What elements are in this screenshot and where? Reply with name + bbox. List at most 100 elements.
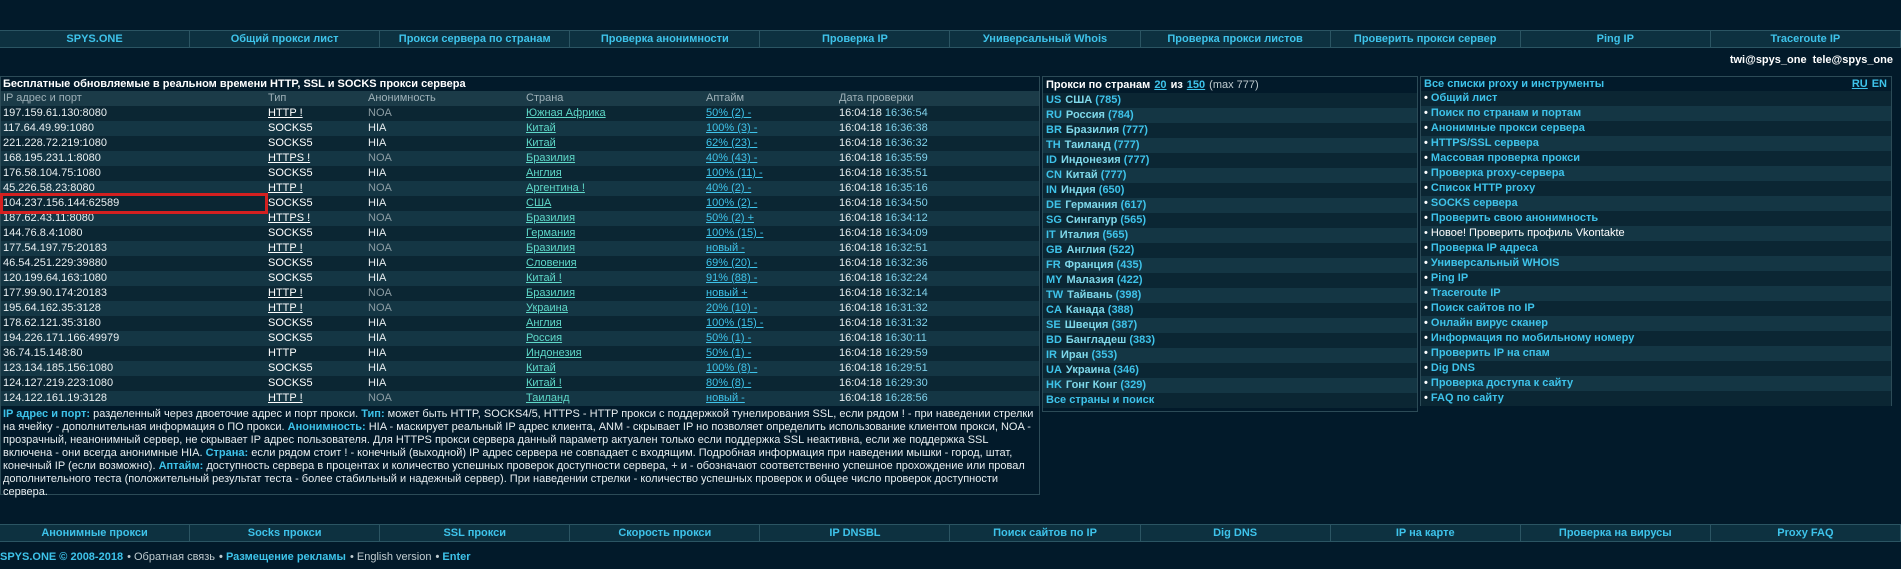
country-item[interactable]: IN Индия (650) xyxy=(1043,183,1417,198)
language[interactable]: RU xyxy=(1851,78,1868,90)
nav-link[interactable]: SSL прокси xyxy=(380,525,571,541)
country-item[interactable]: GB Англия (522) xyxy=(1043,243,1417,258)
country-link[interactable]: Южная Африка xyxy=(526,107,606,119)
uptime-link[interactable]: 80% (8) - xyxy=(706,377,752,389)
type-text[interactable]: SOCKS5 xyxy=(268,332,313,344)
country-link[interactable]: Бразилия xyxy=(526,152,576,164)
nav-link[interactable]: Traceroute IP xyxy=(1711,31,1901,47)
type-text[interactable]: HTTP xyxy=(268,347,297,359)
country-item[interactable]: SE Швеция (387) xyxy=(1043,318,1417,333)
country-item[interactable]: SG Сингапур (565) xyxy=(1043,213,1417,228)
country-link[interactable]: Индонезия xyxy=(526,347,582,359)
type-text[interactable]: HTTP ! xyxy=(268,107,303,119)
tool-link[interactable]: Traceroute IP xyxy=(1421,286,1891,301)
nav-link[interactable]: Скорость прокси xyxy=(570,525,761,541)
type-text[interactable]: HTTP ! xyxy=(268,302,303,314)
country-item[interactable]: ID Индонезия (777) xyxy=(1043,153,1417,168)
tool-link[interactable]: Анонимные прокси сервера xyxy=(1421,121,1891,136)
country-link[interactable]: Украина xyxy=(526,302,568,314)
country-link[interactable]: Китай xyxy=(526,122,556,134)
nav-link[interactable]: Проверка прокси листов xyxy=(1141,31,1331,47)
nav-link[interactable]: Универсальный Whois xyxy=(950,31,1141,47)
uptime-link[interactable]: 50% (2) - xyxy=(706,107,752,119)
type-text[interactable]: SOCKS5 xyxy=(268,197,313,209)
nav-link[interactable]: Проверка на вирусы xyxy=(1521,525,1711,541)
country-item[interactable]: CN Китай (777) xyxy=(1043,168,1417,183)
country-item[interactable]: HK Гонг Конг (329) xyxy=(1043,378,1417,393)
uptime-link[interactable]: 100% (15) - xyxy=(706,227,764,239)
tool-link[interactable]: Новое! Проверить профиль Vkontakte xyxy=(1421,226,1891,241)
type-text[interactable]: HTTP ! xyxy=(268,242,303,254)
uptime-link[interactable]: 100% (2) - xyxy=(706,197,758,209)
footer-item[interactable]: English version xyxy=(350,551,432,563)
tool-link[interactable]: FAQ по сайту xyxy=(1421,391,1891,406)
country-link[interactable]: Китай xyxy=(526,137,556,149)
nav-link[interactable]: Proxy FAQ xyxy=(1711,525,1901,541)
contact[interactable]: twi@spys_one xyxy=(1729,54,1807,66)
all-countries-link[interactable]: Все страны и поиск xyxy=(1043,393,1417,408)
country-item[interactable]: TW Тайвань (398) xyxy=(1043,288,1417,303)
uptime-link[interactable]: 50% (1) - xyxy=(706,332,752,344)
country-item[interactable]: DE Германия (617) xyxy=(1043,198,1417,213)
country-link[interactable]: Словения xyxy=(526,257,577,269)
uptime-link[interactable]: 40% (2) - xyxy=(706,182,752,194)
type-text[interactable]: HTTP ! xyxy=(268,287,303,299)
tool-link[interactable]: Универсальный WHOIS xyxy=(1421,256,1891,271)
type-text[interactable]: SOCKS5 xyxy=(268,362,313,374)
country-link[interactable]: Китай ! xyxy=(526,377,562,389)
country-link[interactable]: Бразилия xyxy=(526,212,576,224)
type-text[interactable]: HTTPS ! xyxy=(268,212,311,224)
nav-link[interactable]: SPYS.ONE xyxy=(0,31,191,47)
uptime-link[interactable]: 91% (88) - xyxy=(706,272,758,284)
footer-item[interactable]: Размещение рекламы xyxy=(219,551,346,563)
footer-item[interactable]: Обратная связь xyxy=(127,551,215,563)
country-item[interactable]: CA Канада (388) xyxy=(1043,303,1417,318)
tool-link[interactable]: SOCKS сервера xyxy=(1421,196,1891,211)
nav-link[interactable]: Проверка IP xyxy=(760,31,951,47)
tool-link[interactable]: Dig DNS xyxy=(1421,361,1891,376)
footer-item[interactable]: Enter xyxy=(435,551,470,563)
language[interactable]: EN xyxy=(1871,78,1887,90)
type-text[interactable]: HTTP ! xyxy=(268,392,303,404)
nav-link[interactable]: Dig DNS xyxy=(1141,525,1331,541)
tool-link[interactable]: Проверить свою анонимность xyxy=(1421,211,1891,226)
country-link[interactable]: Англия xyxy=(526,317,562,329)
tool-link[interactable]: Проверка IP адреса xyxy=(1421,241,1891,256)
tool-link[interactable]: HTTPS/SSL сервера xyxy=(1421,136,1891,151)
type-text[interactable]: SOCKS5 xyxy=(268,257,313,269)
uptime-link[interactable]: 50% (2) + xyxy=(706,212,754,224)
uptime-link[interactable]: 100% (11) - xyxy=(706,167,763,179)
uptime-link[interactable]: 100% (8) - xyxy=(706,362,758,374)
nav-link[interactable]: IP DNSBL xyxy=(760,525,951,541)
country-item[interactable]: FR Франция (435) xyxy=(1043,258,1417,273)
contact[interactable]: tele@spys_one xyxy=(1812,54,1893,66)
uptime-link[interactable]: 50% (1) - xyxy=(706,347,752,359)
tool-link[interactable]: Информация по мобильному номеру xyxy=(1421,331,1891,346)
nav-link[interactable]: Socks прокси xyxy=(190,525,381,541)
footer-item[interactable]: SPYS.ONE © 2008-2018 xyxy=(0,551,124,563)
tool-link[interactable]: Ping IP xyxy=(1421,271,1891,286)
uptime-link[interactable]: 100% (15) - xyxy=(706,317,764,329)
type-text[interactable]: SOCKS5 xyxy=(268,272,313,284)
uptime-link[interactable]: новый - xyxy=(706,392,745,404)
country-link[interactable]: Китай xyxy=(526,362,556,374)
uptime-link[interactable]: 20% (10) - xyxy=(706,302,758,314)
type-text[interactable]: SOCKS5 xyxy=(268,317,313,329)
tool-link[interactable]: Проверить IP на спам xyxy=(1421,346,1891,361)
tool-link[interactable]: Поиск по странам и портам xyxy=(1421,106,1891,121)
nav-link[interactable]: Поиск сайтов по IP xyxy=(950,525,1141,541)
country-link[interactable]: Россия xyxy=(526,332,563,344)
nav-link[interactable]: IP на карте xyxy=(1331,525,1521,541)
nav-link[interactable]: Ping IP xyxy=(1521,31,1711,47)
tool-link[interactable]: Проверка доступа к сайту xyxy=(1421,376,1891,391)
country-link[interactable]: Германия xyxy=(526,227,576,239)
nav-link[interactable]: Проверить прокси сервер xyxy=(1331,31,1521,47)
country-link[interactable]: США xyxy=(526,197,552,209)
type-text[interactable]: HTTP ! xyxy=(268,182,303,194)
country-item[interactable]: RU Россия (784) xyxy=(1043,108,1417,123)
uptime-link[interactable]: новый + xyxy=(706,287,748,299)
type-text[interactable]: SOCKS5 xyxy=(268,137,313,149)
type-text[interactable]: SOCKS5 xyxy=(268,167,313,179)
nav-link[interactable]: Прокси сервера по странам xyxy=(380,31,571,47)
country-item[interactable]: US США (785) xyxy=(1043,93,1417,108)
